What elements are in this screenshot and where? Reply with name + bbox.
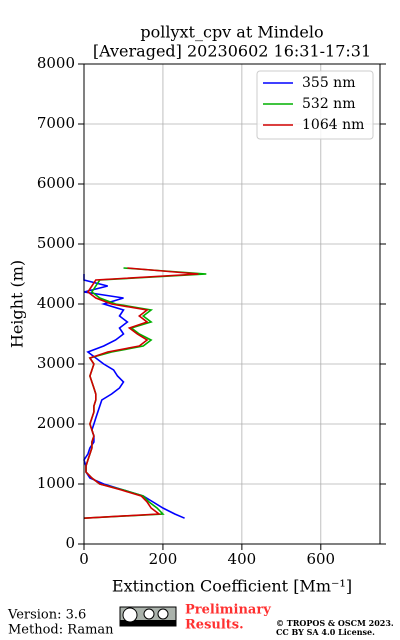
y-tick-label: 1000 xyxy=(37,474,75,492)
y-tick-label: 2000 xyxy=(37,414,75,432)
y-tick-label: 6000 xyxy=(37,174,75,192)
y-axis-label: Height (m) xyxy=(8,260,27,348)
method: Method: Raman xyxy=(8,623,114,638)
y-tick-label: 7000 xyxy=(37,114,75,132)
version: Version: 3.6 xyxy=(7,608,86,623)
y-tick-label: 5000 xyxy=(37,234,75,252)
legend-label: 1064 nm xyxy=(302,117,364,133)
profile-line xyxy=(83,267,199,519)
chart-subtitle: [Averaged] 20230602 16:31-17:31 xyxy=(93,42,371,61)
legend-label: 355 nm xyxy=(302,75,355,91)
chart-title: pollyxt_cpv at Mindelo xyxy=(140,23,323,42)
y-tick-label: 8000 xyxy=(37,54,75,72)
x-tick-label: 200 xyxy=(149,550,178,568)
profile-line xyxy=(83,274,185,519)
preliminary: Results. xyxy=(185,618,244,633)
x-tick-label: 0 xyxy=(79,550,89,568)
y-tick-label: 0 xyxy=(65,534,75,552)
y-tick-label: 3000 xyxy=(37,354,75,372)
cc-logo xyxy=(119,606,177,627)
copyright: CC BY SA 4.0 License. xyxy=(276,627,375,637)
legend-box xyxy=(256,70,374,140)
x-axis-label: Extinction Coefficient [Mm⁻¹] xyxy=(112,577,352,596)
x-tick-label: 400 xyxy=(228,550,257,568)
x-tick-label: 600 xyxy=(306,550,335,568)
preliminary: Preliminary xyxy=(185,603,271,618)
y-tick-label: 4000 xyxy=(37,294,75,312)
legend-label: 532 nm xyxy=(302,96,355,112)
copyright: © TROPOS & OSCM 2023. xyxy=(276,618,394,628)
profile-line xyxy=(83,267,207,519)
axes-frame xyxy=(83,63,381,545)
